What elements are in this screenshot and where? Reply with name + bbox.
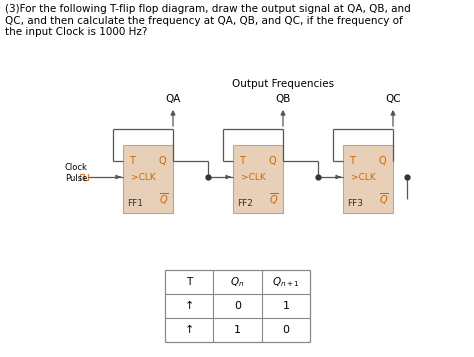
Text: 1: 1 bbox=[283, 301, 289, 311]
Text: Q: Q bbox=[269, 156, 277, 166]
Text: $Q_n$: $Q_n$ bbox=[230, 275, 245, 289]
Text: >CLK: >CLK bbox=[131, 172, 156, 181]
Text: Clock
Pulse: Clock Pulse bbox=[65, 163, 88, 183]
Text: T: T bbox=[349, 156, 355, 166]
Text: $\overline{Q}$: $\overline{Q}$ bbox=[159, 191, 169, 207]
Text: 0: 0 bbox=[234, 301, 241, 311]
Text: ↑: ↑ bbox=[184, 301, 194, 311]
Text: >CLK: >CLK bbox=[351, 172, 376, 181]
Text: T: T bbox=[186, 277, 192, 287]
Text: ↑: ↑ bbox=[184, 325, 194, 335]
Text: $Q_{n+1}$: $Q_{n+1}$ bbox=[272, 275, 300, 289]
Bar bbox=[343, 145, 393, 213]
Text: T: T bbox=[129, 156, 135, 166]
Text: QC: QC bbox=[385, 94, 401, 104]
Text: (3)For the following T-flip flop diagram, draw the output signal at QA, QB, and
: (3)For the following T-flip flop diagram… bbox=[5, 4, 411, 37]
Text: QA: QA bbox=[165, 94, 181, 104]
Text: $\overline{Q}$: $\overline{Q}$ bbox=[269, 191, 279, 207]
Bar bbox=[233, 145, 283, 213]
Text: FF1: FF1 bbox=[127, 199, 143, 208]
Text: >CLK: >CLK bbox=[241, 172, 266, 181]
Text: 1: 1 bbox=[234, 325, 241, 335]
Bar bbox=[165, 270, 310, 342]
Text: FF3: FF3 bbox=[347, 199, 363, 208]
Bar bbox=[123, 145, 173, 213]
Text: QB: QB bbox=[275, 94, 291, 104]
Text: $\overline{Q}$: $\overline{Q}$ bbox=[379, 191, 389, 207]
Text: 0: 0 bbox=[283, 325, 289, 335]
Text: T: T bbox=[239, 156, 245, 166]
Text: Q: Q bbox=[379, 156, 387, 166]
Text: Q: Q bbox=[159, 156, 167, 166]
Text: FF2: FF2 bbox=[237, 199, 253, 208]
Text: Output Frequencies: Output Frequencies bbox=[232, 79, 334, 89]
